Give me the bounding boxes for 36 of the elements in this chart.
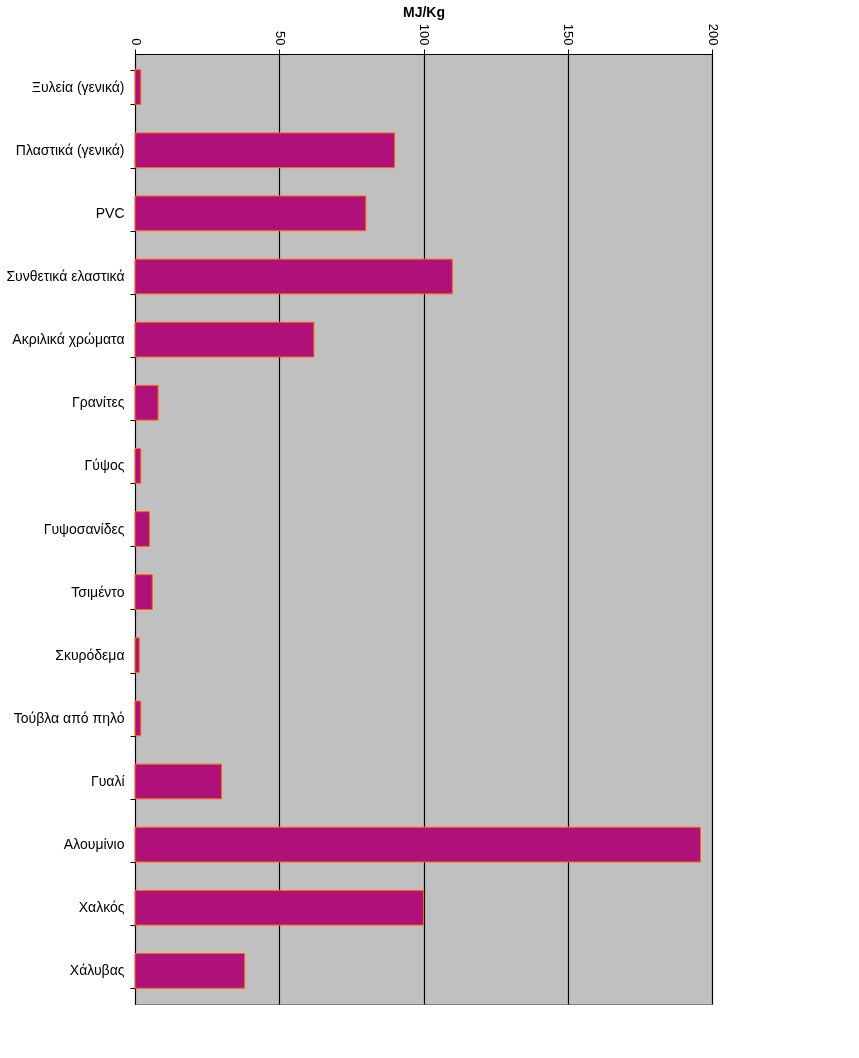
y-tick-label: Αλουμίνιο [63,836,125,853]
bar [134,69,142,105]
x-axis-title: MJ/Kg [403,3,445,20]
x-tick-label: 200 [705,23,721,46]
bar [134,953,246,989]
y-tick-label: Γυαλί [90,772,125,789]
x-tick-label: 150 [561,23,577,46]
bar [134,448,142,484]
x-tick-label: 100 [417,23,432,46]
y-tick-label: Τσιμέντο [71,583,125,600]
bar [134,574,153,610]
bar [134,889,424,926]
y-tick-label: Σκυρόδεμα [55,646,125,663]
bar [134,384,159,421]
bar [134,258,453,295]
y-tick-label: Ξυλεία (γενικά) [31,78,125,95]
y-tick-label: Χάλυβας [69,962,125,979]
y-tick-label: Γύψος [84,457,125,474]
y-tick-label: Τούβλα από πηλό [13,709,125,726]
bar [134,637,140,674]
bar [134,511,150,547]
y-tick-label: Χαλκός [78,899,125,916]
bar [134,826,701,863]
y-tick-label: PVC [95,204,125,221]
y-tick-label: Πλαστικά (γενικά) [15,141,125,158]
y-tick-label: Γρανίτες [72,394,125,411]
x-tick-label: 0 [128,38,144,46]
x-tick-label: 50 [272,31,288,46]
y-tick-label: Γυψοσανίδες [43,520,125,537]
bar [134,132,396,169]
y-tick-label: Συνθετικά ελαστικά [6,268,125,285]
bar [134,763,223,800]
bar [134,195,367,232]
bar [134,321,315,358]
y-tick-label: Ακριλικά χρώματα [12,331,125,348]
bar [134,700,142,737]
